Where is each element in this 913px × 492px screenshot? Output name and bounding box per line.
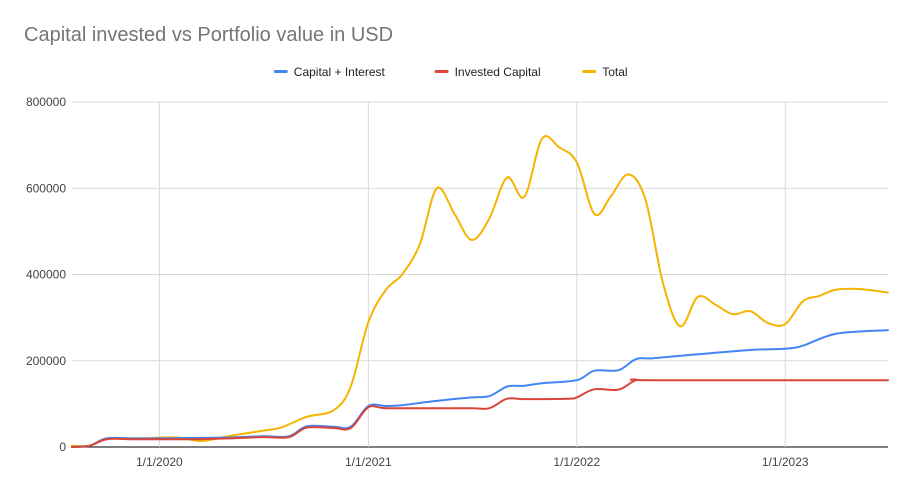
x-tick-label: 1/1/2023	[762, 455, 809, 469]
y-axis-ticks: 0 200000 400000 600000 800000	[26, 95, 66, 454]
y-tick-label: 800000	[26, 95, 66, 109]
x-tick-label: 1/1/2022	[553, 455, 600, 469]
series-line-capital-interest	[71, 329, 889, 448]
legend-label-capital-interest: Capital + Interest	[294, 65, 386, 79]
legend-swatch-total	[582, 70, 597, 73]
x-tick-label: 1/1/2020	[136, 455, 183, 469]
x-axis-ticks: 1/1/2020 1/1/2021 1/1/2022 1/1/2023	[136, 455, 809, 469]
y-tick-label: 400000	[26, 268, 66, 282]
series-lines	[71, 135, 889, 448]
chart-title: Capital invested vs Portfolio value in U…	[24, 24, 394, 46]
gridlines	[72, 101, 888, 448]
legend-swatch-capital-interest	[273, 70, 288, 73]
legend-label-total: Total	[602, 65, 627, 79]
series-line-invested-capital	[71, 378, 889, 448]
legend-label-invested-capital: Invested Capital	[455, 65, 541, 79]
legend: Capital + Interest Invested Capital Total	[273, 65, 628, 79]
y-tick-label: 200000	[26, 354, 66, 368]
series-line-total	[71, 135, 889, 448]
y-tick-label: 0	[59, 440, 66, 454]
y-tick-label: 600000	[26, 181, 66, 195]
x-tick-label: 1/1/2021	[345, 455, 392, 469]
legend-swatch-invested-capital	[434, 70, 449, 73]
